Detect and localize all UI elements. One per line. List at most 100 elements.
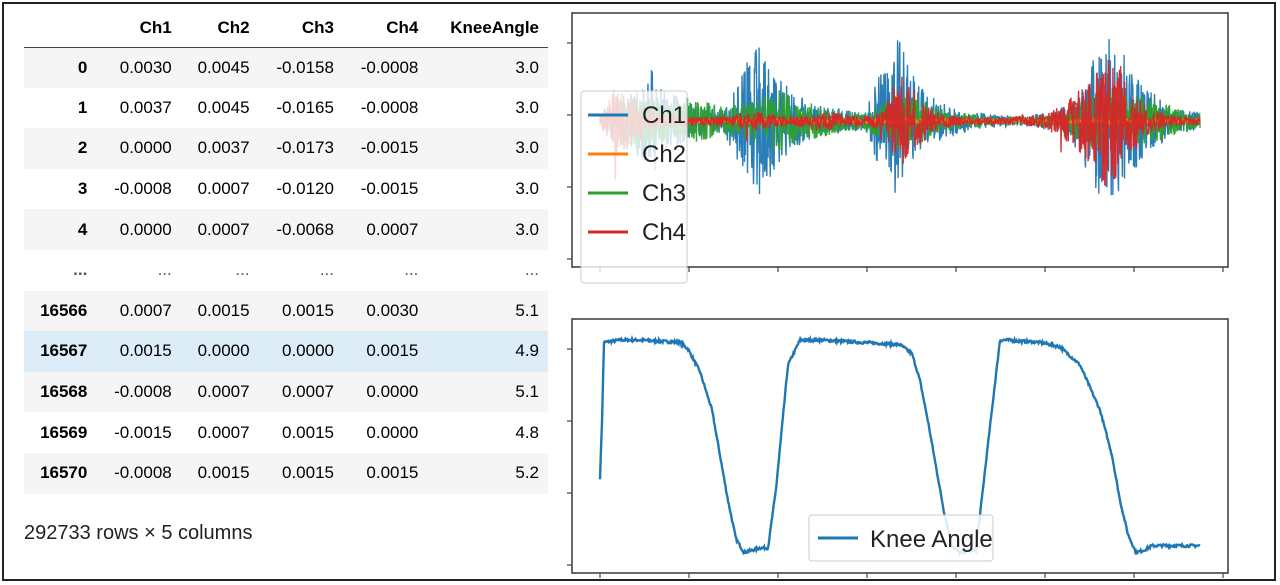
table-cell: -0.0068 — [276, 219, 334, 239]
row-index: 3 — [77, 179, 88, 199]
legend-label-ch1: Ch1 — [642, 102, 686, 129]
table-cell: 0.0037 — [119, 97, 172, 117]
column-header-ch4: Ch4 — [342, 10, 428, 48]
emg-channels-plot: Ch1 Ch2 Ch3 Ch4 — [567, 11, 1232, 284]
table-cell: 0.0000 — [119, 219, 172, 239]
table-row: 16566 0.0007 0.0015 0.0015 0.0030 5.1 — [24, 290, 548, 332]
table-cell: 0.0007 — [366, 219, 419, 239]
knee-angle-chart-svg: Knee Angle — [567, 318, 1229, 578]
table-row: 4 0.0000 0.0007 -0.0068 0.0007 3.0 — [24, 209, 548, 250]
table-cell: 0.0000 — [366, 382, 419, 402]
table-cell: 0.0000 — [197, 341, 250, 361]
table-cell: 3.0 — [515, 219, 539, 239]
table-row: 16568 -0.0008 0.0007 0.0007 0.0000 5.1 — [24, 371, 548, 413]
dataframe-shape-text: 292733 rows × 5 columns — [24, 522, 253, 544]
table-cell: 0.0007 — [119, 300, 172, 320]
table-cell: -0.0015 — [114, 422, 172, 442]
legend: Knee Angle — [808, 514, 994, 562]
table-cell: 0.0000 — [119, 138, 172, 158]
table-body: 0 0.0030 0.0045 -0.0158 -0.0008 3.0 1 0.0037 0.0… — [24, 47, 548, 494]
legend-label-ch2: Ch2 — [642, 141, 686, 168]
row-index: 16570 — [40, 463, 88, 483]
table-cell: 0.0015 — [119, 341, 172, 361]
row-index: 16566 — [40, 300, 88, 320]
table-cell: 0.0007 — [281, 382, 334, 402]
table-row: 16569 -0.0015 0.0007 0.0015 0.0000 4.8 — [24, 412, 548, 453]
legend-box — [808, 514, 994, 562]
index-header — [24, 10, 97, 48]
table-cell: 3.0 — [515, 179, 539, 199]
table-cell: 0.0030 — [119, 57, 172, 77]
table-cell: ... — [235, 260, 250, 280]
row-index: 16567 — [40, 341, 88, 361]
row-index: ... — [73, 260, 88, 280]
table-cell: -0.0165 — [276, 97, 334, 117]
row-index: 16569 — [40, 422, 88, 442]
table-cell: 0.0015 — [197, 300, 250, 320]
row-index: 16568 — [40, 382, 88, 402]
table-row: 0 0.0030 0.0045 -0.0158 -0.0008 3.0 — [24, 47, 548, 88]
table-cell: 0.0007 — [197, 422, 250, 442]
emg-chart-svg: Ch1 Ch2 Ch3 Ch4 — [567, 12, 1229, 284]
legend-label-knee-angle: Knee Angle — [870, 526, 993, 553]
table-cell: ... — [319, 260, 334, 280]
table-row: 3 -0.0008 0.0007 -0.0120 -0.0015 3.0 — [24, 168, 548, 210]
table-cell: -0.0015 — [360, 138, 419, 158]
table-cell: 3.0 — [515, 57, 539, 77]
table-cell: 0.0015 — [197, 463, 250, 483]
table-cell: 0.0007 — [197, 179, 250, 199]
table-cell: -0.0120 — [276, 179, 334, 199]
table-cell: 0.0000 — [281, 341, 334, 361]
table-cell: 5.1 — [515, 300, 539, 320]
table-cell: 0.0015 — [281, 463, 334, 483]
column-header-ch3: Ch3 — [258, 10, 343, 48]
legend-box — [580, 90, 688, 284]
table-cell: 0.0015 — [281, 422, 334, 442]
row-index: 2 — [77, 138, 88, 158]
table-cell: -0.0008 — [114, 179, 172, 199]
table-cell: -0.0173 — [276, 138, 334, 158]
dataframe-table: Ch1 Ch2 Ch3 Ch4 KneeAngle 0 0.0030 0.0045 -0.01… — [24, 10, 548, 494]
knee-angle-plot: Knee Angle — [567, 317, 1232, 579]
series-line-ch4 — [599, 59, 1201, 187]
legend-label-ch4: Ch4 — [642, 219, 686, 246]
table-cell: ... — [404, 260, 419, 280]
table-cell: 0.0000 — [366, 422, 419, 442]
table-cell: 3.0 — [515, 138, 539, 158]
row-index: 4 — [77, 219, 88, 239]
legend-label-ch3: Ch3 — [642, 180, 686, 207]
table-cell: 4.9 — [515, 341, 539, 361]
table-cell: -0.0008 — [114, 463, 172, 483]
table-cell: -0.0008 — [360, 97, 419, 117]
column-header-kneeangle: KneeAngle — [427, 10, 548, 48]
column-header-ch1: Ch1 — [96, 10, 181, 48]
table-cell: 3.0 — [515, 97, 539, 117]
column-header-ch2: Ch2 — [180, 10, 259, 48]
table-row: 16570 -0.0008 0.0015 0.0015 0.0015 5.2 — [24, 452, 548, 494]
table-header-row: Ch1 Ch2 Ch3 Ch4 KneeAngle — [24, 10, 548, 48]
table-cell: 5.1 — [515, 382, 539, 402]
table-cell: -0.0008 — [114, 382, 172, 402]
table-row: 1 0.0037 0.0045 -0.0165 -0.0008 3.0 — [24, 87, 548, 129]
series-line-knee-angle — [598, 334, 1201, 557]
table-cell: 0.0045 — [197, 97, 250, 117]
table-cell: 0.0037 — [197, 138, 250, 158]
table-cell: 5.2 — [515, 463, 539, 483]
row-index: 1 — [77, 97, 88, 117]
table-cell: 0.0045 — [197, 57, 250, 77]
table-row: 16567 0.0015 0.0000 0.0000 0.0015 4.9 — [24, 331, 548, 372]
table-cell: ... — [157, 260, 172, 280]
table-cell: 0.0007 — [197, 382, 250, 402]
table-cell: 0.0030 — [366, 300, 419, 320]
table-cell: -0.0015 — [360, 179, 419, 199]
table-cell: -0.0008 — [360, 57, 419, 77]
table-cell: 0.0015 — [366, 341, 419, 361]
table-cell: 0.0015 — [366, 463, 419, 483]
table-cell: 4.8 — [515, 422, 539, 442]
dataframe-output: Ch1 Ch2 Ch3 Ch4 KneeAngle 0 0.0030 0.0045 -0.01… — [24, 10, 548, 494]
legend: Ch1 Ch2 Ch3 Ch4 — [580, 90, 688, 284]
table-cell: ... — [524, 260, 539, 280]
table-cell: 0.0007 — [197, 219, 250, 239]
table-cell: 0.0015 — [281, 300, 334, 320]
